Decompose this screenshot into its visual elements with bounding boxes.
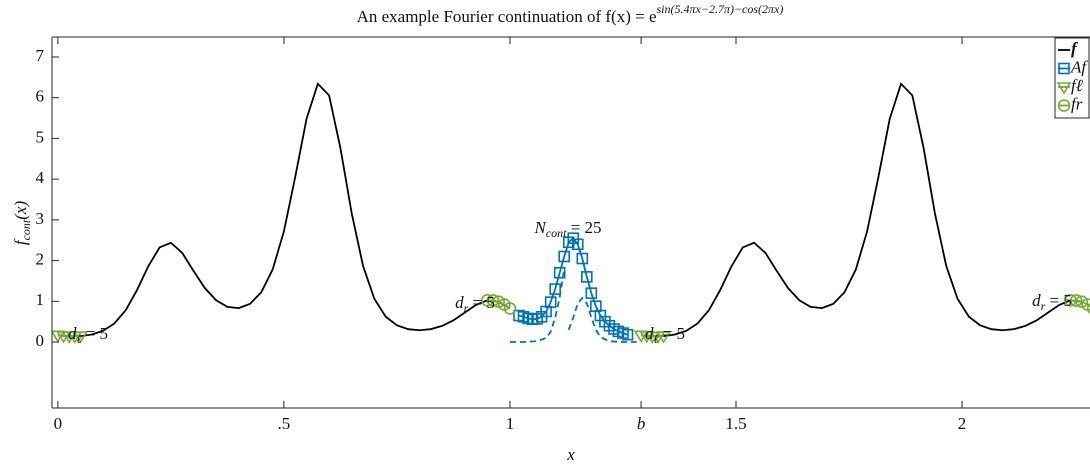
legend-box bbox=[1054, 37, 1090, 119]
x-tick-label: 2 bbox=[958, 414, 967, 433]
annotation: dℓ = 5 bbox=[68, 324, 108, 346]
data-point bbox=[486, 294, 500, 307]
x-tick-label: .5 bbox=[278, 414, 291, 433]
y-label-base: f bbox=[11, 238, 30, 245]
data-point bbox=[73, 331, 88, 344]
annotation-base: N bbox=[533, 218, 547, 237]
data-point bbox=[1086, 302, 1090, 314]
y-tick-label: 7 bbox=[36, 46, 45, 65]
annotation-sub: ℓ bbox=[653, 332, 658, 346]
plot-area bbox=[52, 82, 1090, 344]
data-point bbox=[553, 266, 566, 279]
y-label-rest: (x) bbox=[11, 201, 30, 220]
annotation-sub: ℓ bbox=[76, 332, 81, 346]
data-point bbox=[558, 250, 571, 263]
y-axis-label: fcont(x) bbox=[11, 201, 33, 246]
annotation: dℓ = 5 bbox=[645, 324, 685, 346]
data-point bbox=[571, 238, 584, 251]
annotation-rest: = 5 bbox=[658, 324, 685, 343]
x-tick-label: 1.5 bbox=[725, 414, 746, 433]
data-point bbox=[549, 283, 561, 295]
y-tick-label: 2 bbox=[36, 249, 45, 268]
legend-label: f bbox=[1071, 39, 1079, 58]
data-point bbox=[621, 328, 634, 341]
y-tick-label: 0 bbox=[36, 331, 45, 350]
annotation: dr = 5 bbox=[455, 293, 495, 315]
series-line bbox=[57, 82, 1082, 338]
annotation-base: d bbox=[68, 324, 77, 343]
data-point bbox=[503, 302, 517, 315]
title-superscript: sin(5.4πx−2.7π)−cos(2πx) bbox=[657, 2, 784, 16]
y-tick-label: 6 bbox=[36, 87, 45, 106]
annotation: Ncont = 25 bbox=[533, 218, 601, 240]
dashed-line bbox=[567, 296, 637, 343]
data-point bbox=[1056, 82, 1072, 95]
chart-title: An example Fourier continuation of f(x) … bbox=[357, 2, 784, 26]
annotation-sub: r bbox=[464, 301, 469, 315]
data-point bbox=[581, 271, 593, 283]
x-tick-label: 0 bbox=[54, 414, 63, 433]
data-point bbox=[1058, 62, 1070, 75]
annotation-sub: r bbox=[1041, 299, 1046, 313]
dashed-line bbox=[509, 268, 566, 343]
annotation-rest: = 25 bbox=[566, 218, 601, 237]
annotation: dr = 5 bbox=[1032, 291, 1072, 313]
data-point bbox=[1069, 294, 1083, 307]
y-tick-label: 4 bbox=[36, 168, 45, 187]
data-point bbox=[544, 296, 557, 308]
data-point bbox=[585, 287, 598, 299]
title-text: An example Fourier continuation of f(x) … bbox=[357, 7, 657, 26]
data-point bbox=[1057, 99, 1071, 112]
y-label-sub: cont bbox=[19, 219, 33, 240]
annotation-sub: cont bbox=[546, 226, 567, 240]
annotation-base: d bbox=[1032, 291, 1041, 310]
annotation-rest: = 5 bbox=[1045, 291, 1072, 310]
legend-label: fr bbox=[1071, 94, 1083, 113]
legend-label: Af bbox=[1070, 57, 1088, 76]
legend-label: fℓ bbox=[1071, 76, 1083, 95]
annotation-rest: = 5 bbox=[81, 324, 108, 343]
annotation-base: d bbox=[645, 324, 654, 343]
x-axis-label: x bbox=[566, 445, 575, 464]
x-tick-label: 1 bbox=[506, 414, 515, 433]
y-tick-label: 5 bbox=[36, 127, 45, 146]
x-tick-label: b bbox=[637, 414, 646, 433]
data-point bbox=[576, 252, 589, 265]
y-tick-label: 3 bbox=[36, 209, 45, 228]
data-point bbox=[656, 331, 672, 344]
annotation-rest: = 5 bbox=[468, 293, 495, 312]
annotation-base: d bbox=[455, 293, 464, 312]
y-tick-label: 1 bbox=[36, 290, 45, 309]
